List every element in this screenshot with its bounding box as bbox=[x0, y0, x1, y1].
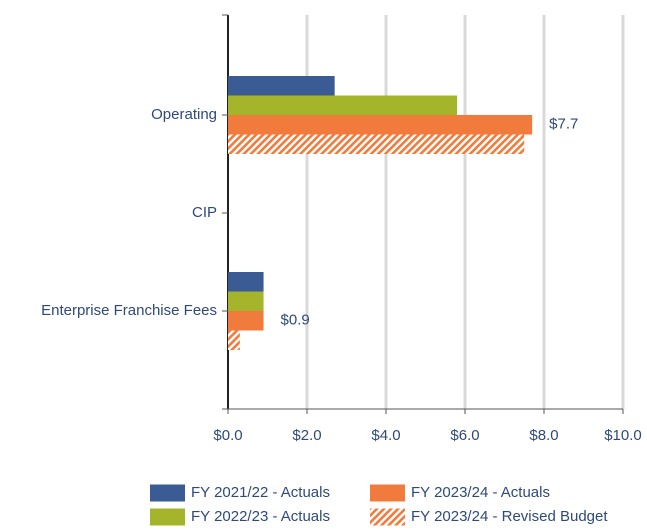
legend-swatch bbox=[150, 484, 185, 502]
bar bbox=[228, 134, 525, 154]
bar bbox=[228, 115, 533, 135]
legend-swatch bbox=[150, 508, 185, 526]
y-tick-label: Enterprise Franchise Fees bbox=[41, 302, 217, 319]
legend-swatch bbox=[370, 508, 405, 526]
legend-swatch bbox=[370, 484, 405, 502]
legend-label: FY 2023/24 - Actuals bbox=[411, 484, 550, 501]
x-tick-label: $4.0 bbox=[371, 427, 400, 444]
x-tick-label: $2.0 bbox=[292, 427, 321, 444]
bar bbox=[228, 291, 264, 311]
legend-label: FY 2023/24 - Revised Budget bbox=[411, 508, 608, 525]
legend-label: FY 2021/22 - Actuals bbox=[191, 484, 330, 501]
bar bbox=[228, 76, 335, 96]
x-tick-label: $6.0 bbox=[450, 427, 479, 444]
x-tick-label: $8.0 bbox=[529, 427, 558, 444]
x-tick-label: $10.0 bbox=[604, 427, 642, 444]
data-label: $7.7 bbox=[549, 116, 578, 133]
y-tick-label: Operating bbox=[151, 106, 217, 123]
legend-label: FY 2022/23 - Actuals bbox=[191, 508, 330, 525]
bar bbox=[228, 272, 264, 292]
bar bbox=[228, 311, 264, 331]
y-tick-label: CIP bbox=[192, 204, 217, 221]
bar bbox=[228, 95, 458, 115]
x-tick-label: $0.0 bbox=[213, 427, 242, 444]
data-label: $0.9 bbox=[281, 312, 310, 329]
bar bbox=[228, 330, 240, 350]
